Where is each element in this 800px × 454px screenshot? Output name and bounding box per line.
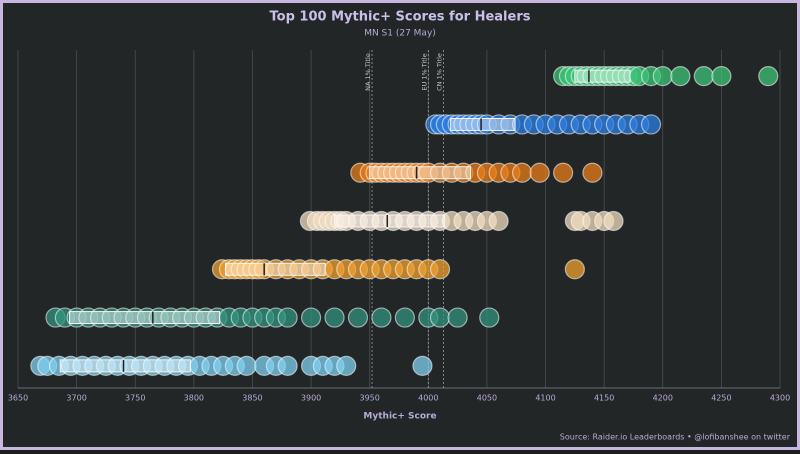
score-point [324, 307, 345, 328]
reference-label: EU 1% Title [420, 53, 428, 90]
x-tick-label: 4050 [477, 394, 497, 403]
box [574, 69, 631, 83]
score-point [693, 66, 714, 87]
x-tick-label: 4150 [594, 394, 614, 403]
score-point [488, 210, 509, 232]
x-tick-label: 3750 [125, 394, 145, 403]
score-point [640, 114, 662, 135]
chart-subtitle: MN S1 (27 May) [364, 29, 436, 39]
score-point [529, 162, 550, 183]
box [334, 214, 446, 228]
reference-label: CN 1% Title [436, 53, 444, 91]
series-group [553, 66, 779, 87]
x-axis-label: Mythic+ Score [363, 412, 436, 422]
score-point [553, 162, 574, 183]
series-group [45, 307, 500, 328]
x-tick-label: 3900 [301, 394, 321, 403]
x-tick-label: 3850 [242, 394, 262, 403]
score-point [564, 259, 585, 280]
score-point [429, 307, 451, 328]
series-group [299, 210, 624, 232]
score-point [394, 307, 415, 328]
score-point [758, 66, 779, 87]
chart-title: Top 100 Mythic+ Scores for Healers [270, 10, 531, 25]
series-group [211, 259, 585, 280]
score-point [236, 355, 257, 376]
x-tick-label: 4200 [653, 394, 673, 403]
score-point [652, 66, 673, 87]
score-point [582, 162, 603, 183]
box [224, 262, 326, 276]
score-point [670, 66, 691, 87]
x-tick-label: 4000 [418, 394, 438, 403]
score-point [447, 307, 468, 328]
score-point [711, 66, 732, 87]
score-point [479, 307, 500, 328]
x-tick-label: 4100 [535, 394, 555, 403]
x-tick-label: 3800 [184, 394, 204, 403]
series-group [350, 162, 603, 183]
reference-label: NA 1% Title [364, 53, 372, 91]
box [369, 166, 472, 180]
x-tick-label: 3950 [360, 394, 380, 403]
score-point [603, 210, 624, 232]
score-point [277, 307, 298, 328]
score-point [300, 307, 322, 328]
box [450, 117, 516, 131]
series-group [30, 355, 433, 376]
score-point [511, 162, 533, 183]
score-point [277, 355, 298, 376]
marks [30, 66, 779, 376]
x-tick-label: 4250 [711, 394, 731, 403]
score-point [371, 307, 392, 328]
source-note: Source: Raider.io Leaderboards • @lofiba… [560, 433, 791, 442]
x-tick-label: 4300 [770, 394, 790, 403]
score-point [412, 355, 433, 376]
x-tick-label: 3700 [66, 394, 86, 403]
score-point [336, 355, 357, 376]
box [69, 311, 221, 325]
x-tick-label: 3650 [8, 394, 28, 403]
box [59, 359, 191, 373]
score-point [347, 307, 369, 328]
series-group [425, 114, 662, 135]
score-point [429, 259, 451, 280]
